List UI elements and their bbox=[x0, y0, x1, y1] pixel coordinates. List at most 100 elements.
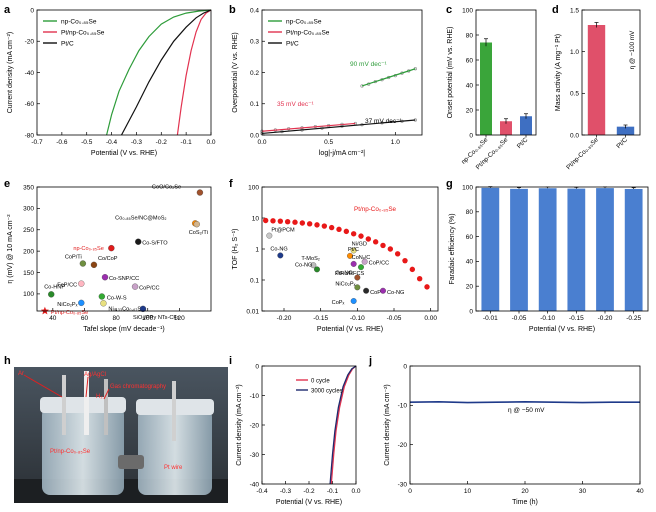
beaker-left-cap bbox=[40, 397, 126, 413]
slope-annotation-1: 35 mV dec⁻¹ bbox=[277, 101, 315, 108]
electrode-rod-1 bbox=[62, 375, 66, 435]
point-label-13: CoPₓ bbox=[332, 300, 345, 306]
y-tick-label: 10 bbox=[252, 215, 260, 222]
photo-illustration: Ar Ag/AgCl Gas chromatography H₂ Pt/np-C… bbox=[14, 367, 228, 503]
data-point bbox=[135, 238, 142, 245]
x-tick-label: 100 bbox=[142, 315, 153, 322]
electrochemical-cell-photo: Ar Ag/AgCl Gas chromatography H₂ Pt/np-C… bbox=[14, 367, 228, 503]
plot-frame-e bbox=[36, 186, 212, 312]
data-point bbox=[354, 284, 361, 291]
point-label-3: Co-S/FTO bbox=[142, 241, 168, 247]
curve-point bbox=[299, 220, 306, 226]
data-point bbox=[78, 280, 85, 287]
y-axis-label: TOF (H₂ S⁻¹) bbox=[232, 229, 239, 270]
chart-a: -0.7 -0.6 -0.5 -0.4 -0.3 -0.2 -0.1 0.0 -80 -60 -40… bbox=[7, 7, 216, 157]
y-tick-label: 100 bbox=[23, 291, 34, 298]
y-tick-label: -30 bbox=[398, 481, 408, 488]
x-tick-label: 120 bbox=[174, 315, 185, 322]
curve-point bbox=[402, 257, 408, 264]
x-tick-label: 0.00 bbox=[424, 315, 437, 322]
x-tick-label: 30 bbox=[579, 488, 587, 495]
y-tick-label: 0.3 bbox=[250, 39, 259, 46]
curve-point bbox=[409, 266, 416, 273]
curve-point bbox=[372, 239, 379, 245]
curve-point bbox=[306, 221, 313, 227]
y-tick-label: 100 bbox=[462, 184, 473, 191]
category-label-1: Pt/C bbox=[615, 136, 629, 150]
panel-letter-c: c bbox=[446, 4, 452, 16]
curve-point bbox=[284, 218, 291, 225]
data-point bbox=[347, 252, 353, 259]
y-tick-label: -30 bbox=[250, 452, 260, 459]
point-label-5: Pt/C bbox=[348, 247, 359, 253]
y-tick-label: 60 bbox=[466, 234, 474, 241]
x-axis-label: Potential (V vs. RHE) bbox=[529, 326, 595, 333]
legend-label-0: np-Co₀.₈₅Se bbox=[61, 19, 97, 26]
bar-4 bbox=[596, 188, 614, 311]
x-tick-label: 0.5 bbox=[324, 139, 333, 146]
point-label-7: Co-SNP/CC bbox=[109, 276, 139, 282]
point-label-0: Pt@PCM bbox=[271, 228, 295, 234]
series-line-0 bbox=[409, 400, 640, 404]
x-tick-label: 0.0 bbox=[206, 139, 215, 146]
point-label-15: Pt/np-Co₀.₈₅Se bbox=[51, 310, 88, 316]
curve-point bbox=[365, 236, 372, 242]
panel-letter-a: a bbox=[4, 4, 11, 16]
chart-j: 0 10 20 30 40 -30 -20 -10 0 Time (h) Current densi… bbox=[384, 363, 644, 506]
y-tick-label: 0.5 bbox=[570, 91, 579, 98]
plot-frame-f bbox=[261, 186, 439, 312]
point-label-5: CoP/Ti bbox=[65, 255, 82, 261]
chart-e: 40 60 80 100 120 100 150 200 250 300 350 Tafel slop… bbox=[7, 184, 208, 333]
panel-letter-h: h bbox=[4, 355, 11, 367]
bar-3 bbox=[567, 188, 586, 311]
y-tick-label: 0 bbox=[403, 363, 407, 370]
bar-2 bbox=[520, 116, 532, 135]
x-tick-label: 1.0 bbox=[391, 139, 400, 146]
curve-point bbox=[336, 226, 342, 233]
y-tick-label: 20 bbox=[466, 107, 474, 114]
curve-point bbox=[358, 233, 364, 239]
panel-letter-d: d bbox=[552, 4, 559, 16]
panel-letter-e: e bbox=[4, 178, 10, 190]
data-point bbox=[380, 287, 386, 294]
x-tick-label: 20 bbox=[521, 488, 529, 495]
category-label-2: Pt/C bbox=[516, 136, 530, 150]
plot-frame-j bbox=[409, 365, 641, 485]
y-axis-label: Mass activity (A mg⁻¹ Pt) bbox=[555, 34, 562, 111]
point-label-7: CoP/CC bbox=[369, 261, 390, 267]
data-point bbox=[79, 260, 87, 267]
series-line-1 bbox=[329, 365, 357, 485]
x-tick-label: 10 bbox=[464, 488, 472, 495]
curve-point bbox=[350, 231, 357, 237]
data-point bbox=[100, 300, 107, 307]
legend-label-2: Pt/C bbox=[286, 41, 299, 48]
category-label-3: -0.15 bbox=[569, 315, 584, 322]
y-tick-label: -20 bbox=[25, 39, 35, 46]
point-label-10: Co-HNP bbox=[44, 284, 65, 290]
point-label-1: Co₀.₈₅Se/NC@MoS₂ bbox=[115, 215, 166, 221]
y-tick-label: 0.01 bbox=[246, 308, 259, 315]
chart-f: -0.20 -0.15 -0.10 -0.05 0.00 0.01 0.1 1 10 100 Pot… bbox=[232, 184, 437, 333]
bar-1 bbox=[500, 121, 512, 135]
category-label-0: -0.01 bbox=[483, 315, 498, 322]
point-label-2: T-MoS₂ bbox=[301, 256, 320, 262]
data-point bbox=[90, 261, 98, 268]
x-tick-label: -0.4 bbox=[106, 139, 118, 146]
eta-annotation: η @ −100 mV bbox=[629, 30, 636, 70]
data-point bbox=[310, 262, 317, 269]
x-tick-label: -0.7 bbox=[31, 139, 43, 146]
curve-label: Pt/np-Co₀.₈₅Se bbox=[354, 206, 397, 213]
y-tick-label: -20 bbox=[398, 442, 408, 449]
bar-1 bbox=[616, 126, 635, 135]
data-point bbox=[48, 291, 55, 298]
chart-i: -0.4 -0.3 -0.2 -0.1 0.0 -40 -30 -20 -10 0 Potentia… bbox=[236, 363, 361, 506]
x-tick-label: 60 bbox=[81, 315, 89, 322]
y-tick-label: 0.0 bbox=[250, 132, 259, 139]
chart-g: 0 20 40 60 80 100 Potential (V vs. RHE) Faradai… bbox=[449, 184, 643, 333]
beaker-right bbox=[138, 409, 212, 495]
data-point bbox=[277, 252, 284, 259]
category-label-2: -0.10 bbox=[540, 315, 555, 322]
slope-annotation-0: 90 mV dec⁻¹ bbox=[350, 61, 388, 68]
y-tick-label: 80 bbox=[466, 32, 474, 39]
data-point bbox=[139, 305, 147, 313]
